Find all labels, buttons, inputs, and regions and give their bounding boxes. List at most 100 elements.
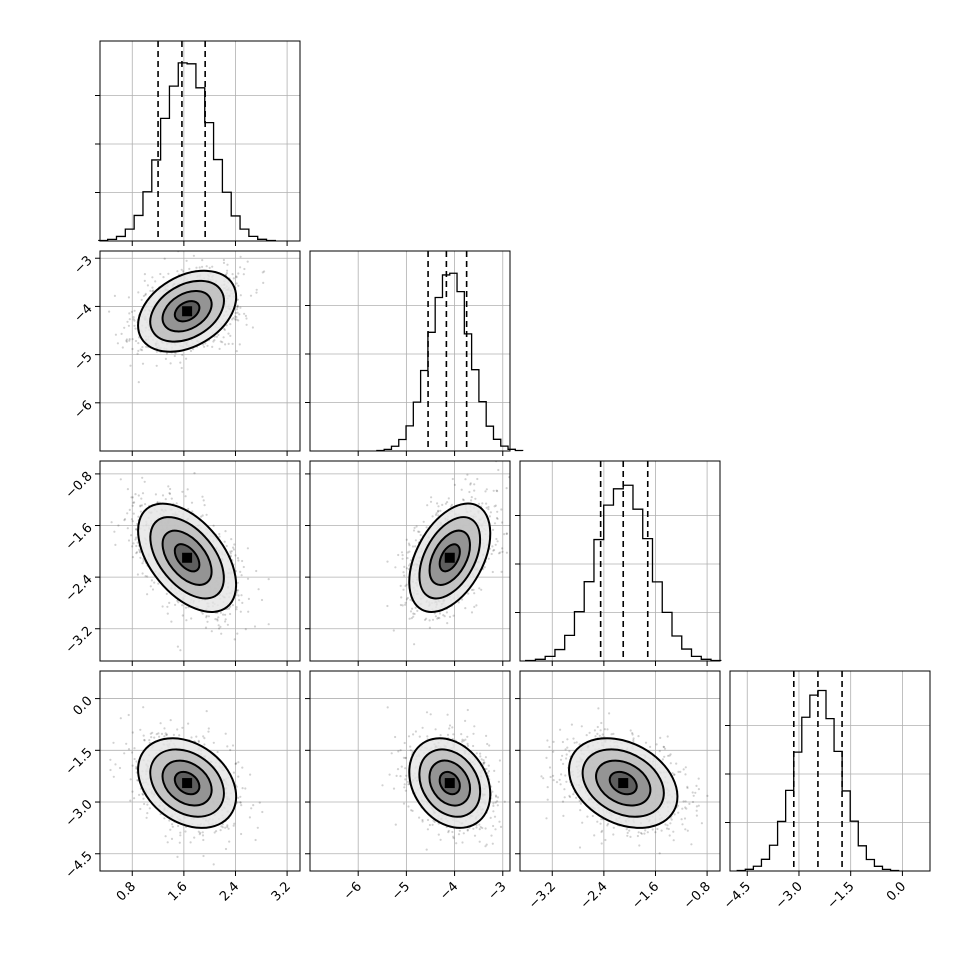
sample-point [177, 824, 180, 828]
sample-point [214, 618, 217, 621]
sample-point [434, 615, 437, 618]
sample-point [404, 584, 407, 588]
sample-point [413, 612, 416, 616]
sample-point [469, 482, 472, 485]
sample-point [176, 855, 179, 859]
sample-point [496, 540, 499, 543]
sample-point [151, 276, 154, 279]
sample-point [439, 509, 442, 512]
sample-point [529, 524, 531, 526]
sample-point [217, 624, 220, 627]
sample-point [143, 273, 146, 276]
sample-point [150, 579, 153, 582]
sample-point [164, 835, 167, 838]
sample-point [138, 793, 141, 797]
scatter-panel-2-1 [305, 460, 531, 666]
sample-point [445, 611, 448, 614]
sample-point [163, 257, 166, 260]
sample-point [123, 519, 126, 522]
sample-point [460, 488, 463, 491]
sample-point [140, 504, 144, 507]
sample-point [201, 265, 204, 268]
sample-point [235, 318, 238, 321]
sample-point [120, 332, 123, 335]
sample-point [408, 544, 411, 547]
sample-point [235, 785, 238, 788]
sample-point [219, 611, 222, 614]
sample-point [152, 289, 155, 292]
sample-point [437, 509, 440, 512]
sample-point [125, 340, 128, 343]
sample-point [505, 532, 508, 535]
sample-point [505, 487, 508, 490]
sample-point [127, 296, 130, 299]
sample-point [181, 604, 184, 607]
sample-point [429, 500, 433, 503]
sample-point [488, 515, 491, 518]
sample-point [419, 533, 422, 537]
sample-point [241, 787, 244, 790]
sample-point [411, 607, 414, 610]
sample-point [136, 541, 139, 544]
sample-point [225, 324, 228, 327]
sample-point [457, 601, 460, 604]
sample-point [190, 501, 194, 504]
sample-point [205, 616, 208, 619]
sample-point [204, 626, 208, 629]
sample-point [409, 610, 413, 613]
sample-point [188, 267, 191, 270]
sample-point [499, 551, 502, 554]
sample-point [406, 596, 409, 600]
sample-point [239, 294, 242, 297]
sample-point [117, 524, 120, 527]
sample-point [408, 550, 411, 553]
sample-point [417, 530, 420, 533]
sample-point [109, 758, 112, 761]
sample-point [464, 607, 467, 610]
sample-point [246, 577, 250, 580]
sample-point [408, 617, 411, 620]
sample-point [203, 504, 206, 507]
sample-point [411, 545, 415, 548]
density-peak [444, 552, 455, 563]
sample-point [210, 630, 213, 633]
sample-point [436, 502, 439, 505]
sample-point [177, 251, 180, 253]
sample-point [236, 632, 239, 635]
sample-point [139, 551, 142, 554]
sample-point [185, 619, 188, 622]
scatter-panel-2-0 [95, 460, 301, 666]
sample-point [261, 810, 264, 814]
sample-point [136, 573, 139, 576]
sample-point [481, 502, 484, 505]
sample-point [125, 742, 128, 745]
sample-point [403, 574, 406, 577]
sample-point [184, 830, 187, 833]
sample-point [169, 362, 172, 365]
sample-point [468, 490, 471, 494]
sample-point [223, 540, 226, 543]
sample-point [169, 487, 172, 491]
sample-point [401, 604, 404, 607]
sample-point [130, 310, 133, 313]
sample-point [131, 338, 134, 341]
sample-point [231, 604, 234, 607]
sample-point [425, 617, 428, 620]
sample-point [239, 255, 242, 258]
sample-point [133, 797, 136, 800]
sample-point [137, 291, 140, 294]
sample-point [470, 588, 474, 592]
sample-point [185, 357, 188, 360]
sample-point [226, 263, 229, 266]
sample-point [161, 494, 165, 497]
sample-point [114, 333, 117, 336]
sample-point [148, 807, 151, 810]
sample-point [126, 527, 129, 530]
sample-point [142, 797, 145, 800]
sample-point [229, 323, 232, 326]
sample-point [181, 614, 184, 617]
sample-point [505, 551, 508, 554]
sample-point [108, 310, 111, 313]
sample-point [472, 588, 475, 591]
